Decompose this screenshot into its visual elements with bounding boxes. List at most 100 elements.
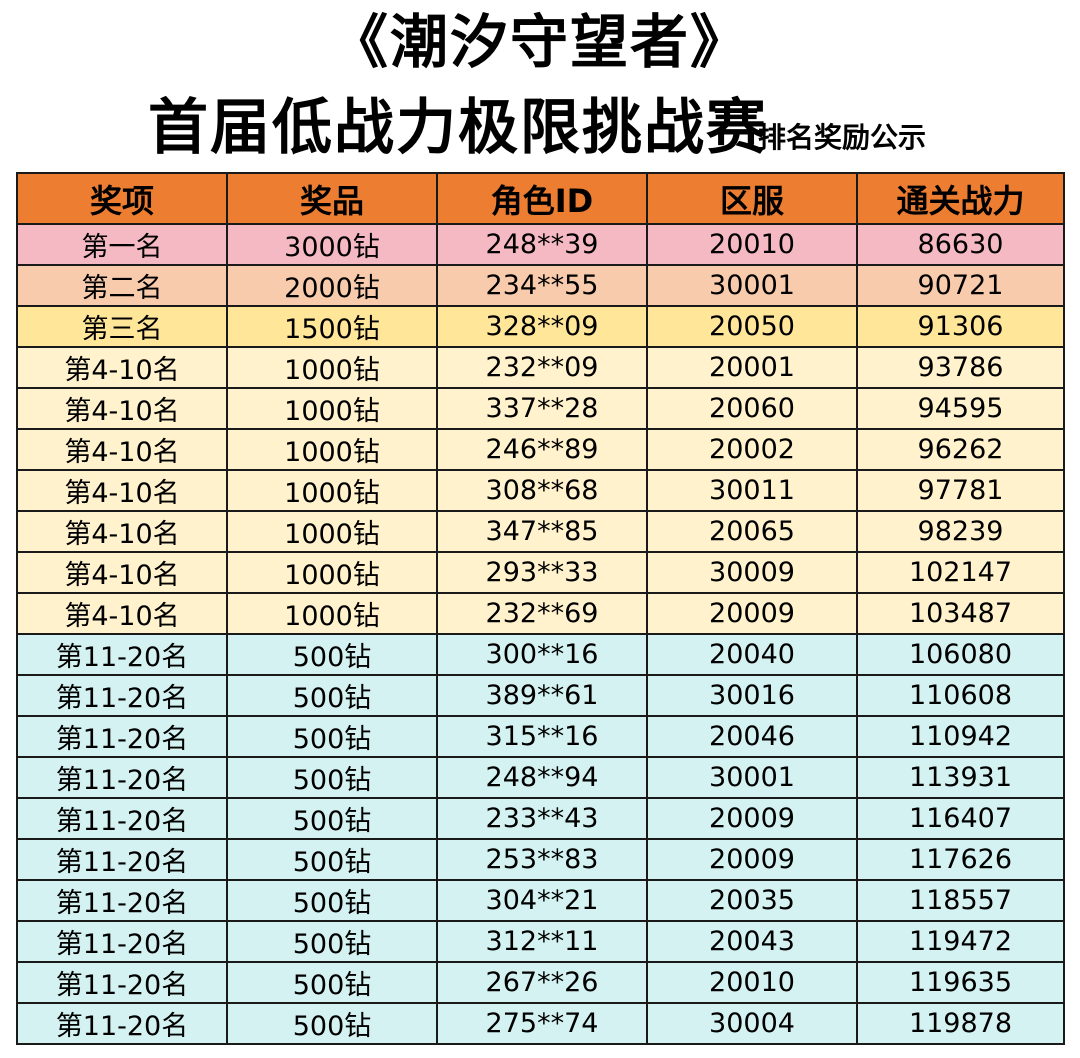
server-cell: 30016 [646, 674, 858, 717]
prize-cell: 1000钻 [226, 551, 438, 594]
award-cell: 第11-20名 [16, 756, 228, 799]
award-cell: 第11-20名 [16, 715, 228, 758]
prize-cell: 1000钻 [226, 428, 438, 471]
server-cell: 30001 [646, 264, 858, 307]
server-cell: 20010 [646, 223, 858, 266]
prize-cell: 500钻 [226, 961, 438, 1004]
role-id-cell: 253**83 [436, 838, 648, 881]
server-cell: 30009 [646, 551, 858, 594]
prize-cell: 1000钻 [226, 387, 438, 430]
award-cell: 第11-20名 [16, 920, 228, 963]
role-id-cell: 248**94 [436, 756, 648, 799]
award-cell: 第4-10名 [16, 346, 228, 389]
power-cell: 86630 [856, 223, 1065, 266]
prize-cell: 1000钻 [226, 469, 438, 512]
table-row: 第11-20名 500钻 267**26 20010 119635 [16, 961, 1065, 1004]
table-row: 第11-20名 500钻 389**61 30016 110608 [16, 674, 1065, 717]
prize-cell: 500钻 [226, 797, 438, 840]
server-cell: 20046 [646, 715, 858, 758]
role-id-cell: 232**09 [436, 346, 648, 389]
power-cell: 110608 [856, 674, 1065, 717]
server-cell: 30001 [646, 756, 858, 799]
column-header-prize: 奖品 [226, 172, 438, 225]
power-cell: 118557 [856, 879, 1065, 922]
power-cell: 94595 [856, 387, 1065, 430]
server-cell: 20009 [646, 838, 858, 881]
power-cell: 106080 [856, 633, 1065, 676]
power-cell: 90721 [856, 264, 1065, 307]
table-row: 第4-10名 1000钻 337**28 20060 94595 [16, 387, 1065, 430]
announcement-label: 排名奖励公示 [758, 121, 927, 154]
award-cell: 第4-10名 [16, 428, 228, 471]
award-cell: 第4-10名 [16, 551, 228, 594]
server-cell: 20009 [646, 797, 858, 840]
ranking-table: 奖项 奖品 角色ID 区服 通关战力 第一名 3000钻 248**39 20010 8… [16, 172, 1065, 1045]
prize-cell: 500钻 [226, 879, 438, 922]
power-cell: 119635 [856, 961, 1065, 1004]
server-cell: 20040 [646, 633, 858, 676]
power-cell: 98239 [856, 510, 1065, 553]
prize-cell: 500钻 [226, 838, 438, 881]
prize-cell: 3000钻 [226, 223, 438, 266]
server-cell: 20035 [646, 879, 858, 922]
column-header-award: 奖项 [16, 172, 228, 225]
prize-cell: 1000钻 [226, 592, 438, 635]
prize-cell: 500钻 [226, 674, 438, 717]
role-id-cell: 234**55 [436, 264, 648, 307]
role-id-cell: 232**69 [436, 592, 648, 635]
role-id-cell: 389**61 [436, 674, 648, 717]
award-cell: 第11-20名 [16, 1002, 228, 1045]
prize-cell: 2000钻 [226, 264, 438, 307]
power-cell: 110942 [856, 715, 1065, 758]
table-row: 第一名 3000钻 248**39 20010 86630 [16, 223, 1065, 266]
header-row: 奖项 奖品 角色ID 区服 通关战力 [16, 172, 1065, 225]
table-row: 第11-20名 500钻 312**11 20043 119472 [16, 920, 1065, 963]
award-cell: 第11-20名 [16, 674, 228, 717]
table-row: 第4-10名 1000钻 347**85 20065 98239 [16, 510, 1065, 553]
role-id-cell: 267**26 [436, 961, 648, 1004]
award-cell: 第4-10名 [16, 510, 228, 553]
table-row: 第4-10名 1000钻 308**68 30011 97781 [16, 469, 1065, 512]
prize-cell: 1500钻 [226, 305, 438, 348]
prize-cell: 1000钻 [226, 510, 438, 553]
award-cell: 第11-20名 [16, 797, 228, 840]
role-id-cell: 248**39 [436, 223, 648, 266]
role-id-cell: 328**09 [436, 305, 648, 348]
table-row: 第4-10名 1000钻 232**09 20001 93786 [16, 346, 1065, 389]
award-cell: 第一名 [16, 223, 228, 266]
award-cell: 第11-20名 [16, 838, 228, 881]
table-body: 第一名 3000钻 248**39 20010 86630 第二名 2000钻 234**55… [16, 223, 1065, 1045]
prize-cell: 500钻 [226, 756, 438, 799]
role-id-cell: 312**11 [436, 920, 648, 963]
role-id-cell: 337**28 [436, 387, 648, 430]
power-cell: 93786 [856, 346, 1065, 389]
prize-cell: 500钻 [226, 920, 438, 963]
prize-cell: 500钻 [226, 715, 438, 758]
award-cell: 第二名 [16, 264, 228, 307]
table-row: 第11-20名 500钻 253**83 20009 117626 [16, 838, 1065, 881]
role-id-cell: 308**68 [436, 469, 648, 512]
table-row: 第11-20名 500钻 233**43 20009 116407 [16, 797, 1065, 840]
role-id-cell: 293**33 [436, 551, 648, 594]
role-id-cell: 315**16 [436, 715, 648, 758]
server-cell: 30004 [646, 1002, 858, 1045]
server-cell: 20009 [646, 592, 858, 635]
power-cell: 119472 [856, 920, 1065, 963]
column-header-power: 通关战力 [856, 172, 1065, 225]
role-id-cell: 300**16 [436, 633, 648, 676]
power-cell: 116407 [856, 797, 1065, 840]
table-row: 第4-10名 1000钻 232**69 20009 103487 [16, 592, 1065, 635]
table-row: 第4-10名 1000钻 293**33 30009 102147 [16, 551, 1065, 594]
server-cell: 20001 [646, 346, 858, 389]
column-header-server: 区服 [646, 172, 858, 225]
server-cell: 20043 [646, 920, 858, 963]
table-row: 第11-20名 500钻 300**16 20040 106080 [16, 633, 1065, 676]
event-title: 首届低战力极限挑战赛 [148, 93, 768, 163]
column-header-role-id: 角色ID [436, 172, 648, 225]
table-row: 第二名 2000钻 234**55 30001 90721 [16, 264, 1065, 307]
table-row: 第11-20名 500钻 315**16 20046 110942 [16, 715, 1065, 758]
award-cell: 第11-20名 [16, 633, 228, 676]
power-cell: 103487 [856, 592, 1065, 635]
role-id-cell: 246**89 [436, 428, 648, 471]
award-cell: 第4-10名 [16, 469, 228, 512]
